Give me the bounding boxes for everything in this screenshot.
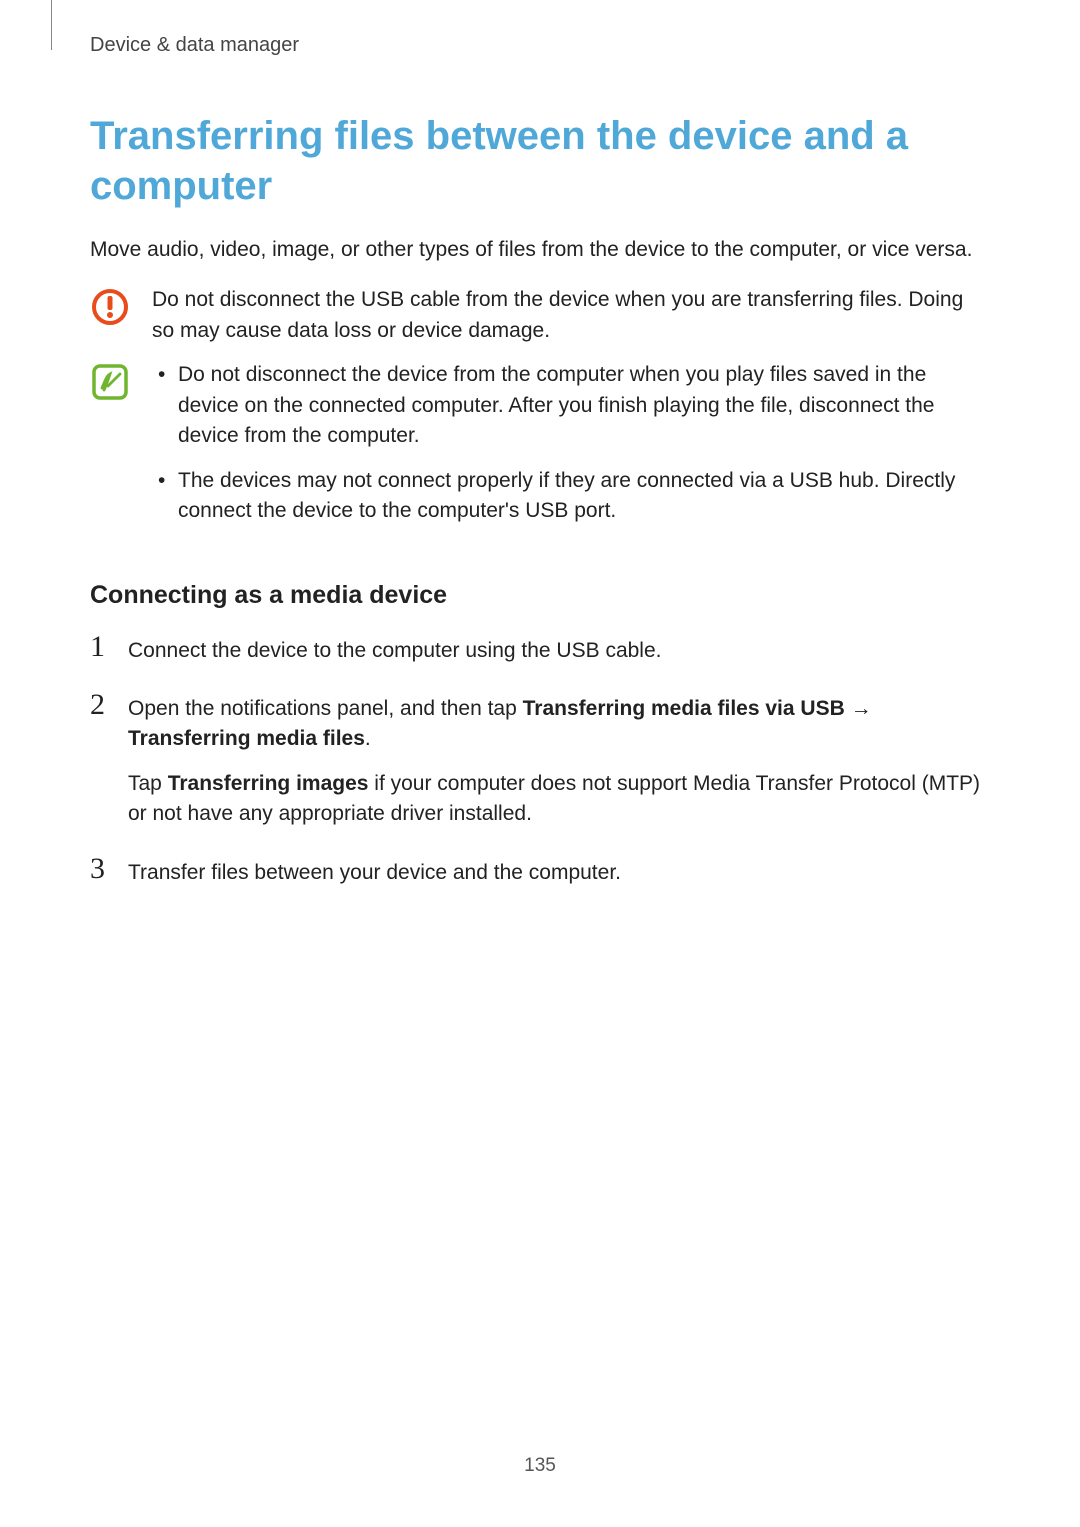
step-3: 3 Transfer files between your device and… bbox=[90, 854, 990, 888]
warning-text: Do not disconnect the USB cable from the… bbox=[152, 285, 990, 346]
step-number: 1 bbox=[90, 632, 114, 666]
step-text-span: → bbox=[845, 697, 872, 720]
step-number: 3 bbox=[90, 854, 114, 888]
subheading: Connecting as a media device bbox=[90, 581, 990, 610]
step-text: Transfer files between your device and t… bbox=[128, 854, 990, 888]
step-text-bold: Transferring media files via USB bbox=[523, 697, 845, 720]
breadcrumb: Device & data manager bbox=[90, 34, 990, 57]
note-icon bbox=[90, 362, 130, 402]
step-text-span: Open the notifications panel, and then t… bbox=[128, 697, 523, 720]
step-text-bold: Transferring media files bbox=[128, 727, 365, 750]
step-number: 2 bbox=[90, 690, 114, 830]
step-text-span: . bbox=[365, 727, 371, 750]
step-text: Open the notifications panel, and then t… bbox=[128, 690, 990, 830]
warning-callout: Do not disconnect the USB cable from the… bbox=[90, 285, 990, 346]
page-number: 135 bbox=[0, 1455, 1080, 1477]
page-edge-mark bbox=[51, 0, 52, 50]
note-callout: Do not disconnect the device from the co… bbox=[90, 360, 990, 540]
page-content: Device & data manager Transferring files… bbox=[0, 0, 1080, 888]
intro-paragraph: Move audio, video, image, or other types… bbox=[90, 235, 990, 265]
note-item: Do not disconnect the device from the co… bbox=[152, 360, 990, 451]
warning-icon bbox=[90, 287, 130, 327]
page-title: Transferring files between the device an… bbox=[90, 111, 990, 211]
step-text-bold: Transferring images bbox=[168, 772, 369, 795]
note-item: The devices may not connect properly if … bbox=[152, 466, 990, 527]
step-text-span: Tap bbox=[128, 772, 168, 795]
note-body: Do not disconnect the device from the co… bbox=[152, 360, 990, 540]
step-2: 2 Open the notifications panel, and then… bbox=[90, 690, 990, 830]
step-1: 1 Connect the device to the computer usi… bbox=[90, 632, 990, 666]
step-text: Connect the device to the computer using… bbox=[128, 632, 990, 666]
